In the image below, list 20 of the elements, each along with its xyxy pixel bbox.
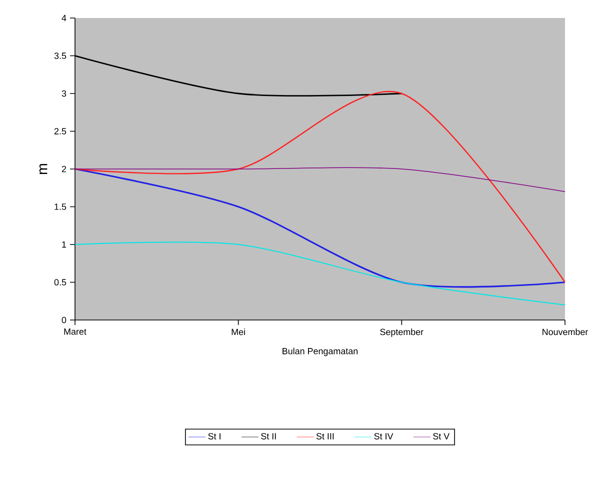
y-tick-label: 1 <box>62 241 66 248</box>
x-axis-title: Bulan Pengamatan <box>282 348 358 356</box>
y-tick-label: 1.5 <box>54 204 66 210</box>
y-tick-label: 0 <box>62 316 66 324</box>
x-tick-label: September <box>380 328 424 337</box>
legend-label: St I <box>208 433 220 440</box>
legend-label: St III <box>316 433 334 440</box>
y-axis-title: m <box>39 164 48 174</box>
y-tick-label: 3 <box>62 90 66 97</box>
legend-label: St IV <box>374 433 394 440</box>
legend-label: St II <box>261 433 276 440</box>
y-tick-label: 4 <box>62 14 66 22</box>
y-tick-label: 2.5 <box>54 128 66 134</box>
x-tick-label: Mei <box>232 328 245 336</box>
legend-label: St V <box>433 433 450 440</box>
y-tick-label: 3.5 <box>54 52 66 59</box>
y-tick-label: 0.5 <box>54 279 66 286</box>
x-tick-label: Maret <box>64 328 86 335</box>
x-tick-label: Nouvember <box>542 328 588 336</box>
y-tick-label: 2 <box>62 166 66 172</box>
